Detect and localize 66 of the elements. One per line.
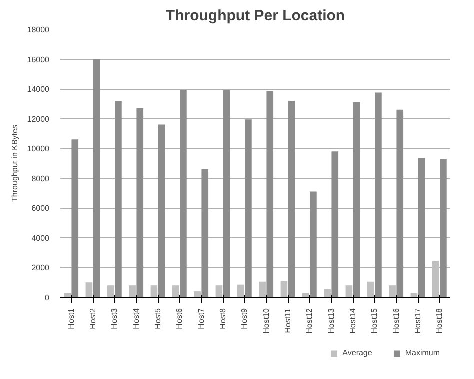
x-tick-label: Host7 <box>196 308 206 330</box>
bar <box>223 90 230 298</box>
y-tick-label: 10000 <box>27 144 50 154</box>
y-tick-label: 0 <box>45 294 50 302</box>
bar <box>375 92 382 298</box>
y-tick-label: 2000 <box>32 264 50 273</box>
bar <box>259 282 266 298</box>
bar <box>115 100 122 298</box>
x-tick-label: Host10 <box>262 308 271 334</box>
bar <box>150 286 158 298</box>
y-tick-label: 4000 <box>32 234 50 243</box>
bar <box>346 286 353 298</box>
bar <box>129 286 136 298</box>
x-tick-label: Host4 <box>132 308 141 330</box>
x-tick-label: Host16 <box>392 308 401 334</box>
bar <box>136 108 144 298</box>
legend-label: Average <box>342 348 372 358</box>
bar <box>180 90 187 298</box>
x-tick-label: Host13 <box>326 308 336 334</box>
bar <box>288 100 296 298</box>
bar <box>245 120 252 298</box>
x-tick-label: Host11 <box>284 308 292 334</box>
x-tick-label: Host3 <box>110 308 120 330</box>
bar <box>332 152 339 298</box>
bar <box>72 140 79 298</box>
bar <box>158 124 166 298</box>
bar <box>353 102 360 298</box>
x-tick-label: Host12 <box>305 308 314 334</box>
bar <box>86 282 93 298</box>
y-tick-label: 16000 <box>27 55 50 64</box>
x-tick-label: Host14 <box>348 308 358 334</box>
bar <box>389 286 396 298</box>
bar <box>266 91 274 298</box>
x-tick-label: Host2 <box>88 308 98 330</box>
x-tick-label: Host15 <box>370 308 380 334</box>
y-tick-label: 14000 <box>27 85 50 94</box>
bar <box>237 284 244 298</box>
y-tick-label: 6000 <box>32 204 50 214</box>
bar <box>324 289 331 298</box>
bar <box>64 293 71 298</box>
bar <box>202 169 209 298</box>
x-tick-label: Host1 <box>66 308 76 330</box>
chart-title: Throughput Per Location <box>166 8 346 24</box>
x-tick-label: Host6 <box>175 308 184 330</box>
x-tick-label: Host5 <box>154 308 162 330</box>
bar <box>172 286 180 298</box>
bar <box>367 282 374 298</box>
legend-label: Maximum <box>405 348 440 358</box>
bar <box>93 59 100 298</box>
x-tick-label: Host17 <box>414 308 422 334</box>
bar <box>310 192 317 298</box>
bar <box>396 110 404 298</box>
bar <box>216 286 223 298</box>
bar <box>418 158 426 298</box>
y-tick-label: 18000 <box>27 26 50 34</box>
bar <box>194 292 201 298</box>
bar <box>440 159 447 298</box>
bar <box>280 281 288 298</box>
bar <box>107 286 114 298</box>
y-tick-label: 8000 <box>32 174 50 184</box>
x-tick-label: Host9 <box>240 308 250 330</box>
y-axis-title: Throughput in KBytes <box>10 125 20 202</box>
bar <box>432 261 440 298</box>
x-tick-label: Host8 <box>218 308 228 330</box>
x-tick-label: Host18 <box>435 308 444 334</box>
y-tick-label: 12000 <box>27 114 50 124</box>
